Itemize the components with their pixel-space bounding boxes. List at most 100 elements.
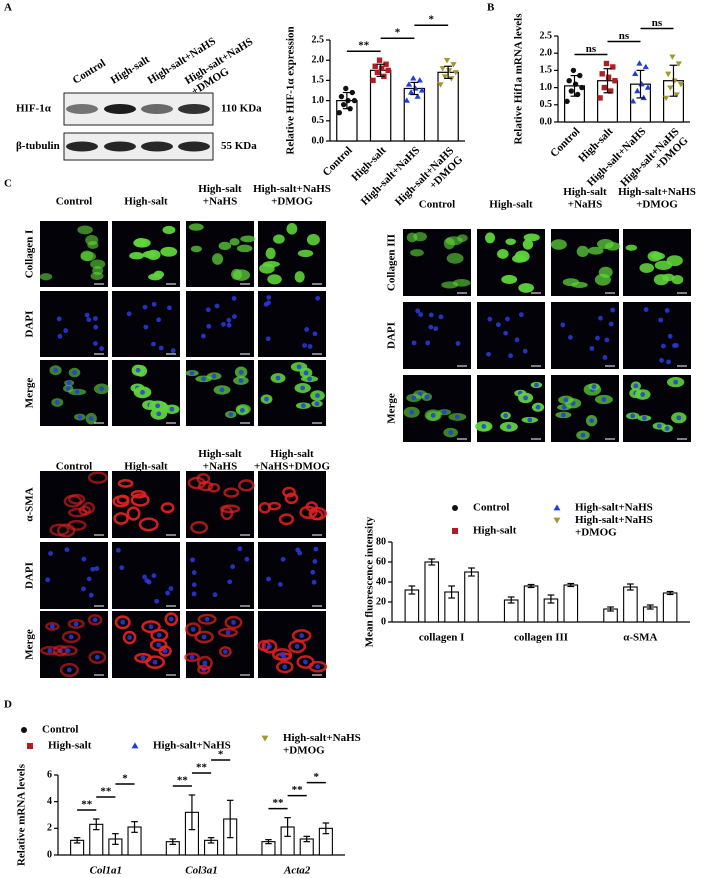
nucleus bbox=[151, 301, 157, 307]
y-tick-label: 0.5 bbox=[312, 115, 325, 126]
data-point bbox=[340, 101, 347, 108]
blot-size: 55 KDa bbox=[221, 140, 257, 152]
nucleus bbox=[219, 387, 225, 393]
nucleus bbox=[244, 556, 250, 562]
cell-stain bbox=[505, 238, 516, 245]
data-point bbox=[634, 87, 641, 94]
nucleus bbox=[72, 370, 77, 375]
cell-stain bbox=[224, 615, 243, 630]
nucleus bbox=[454, 414, 460, 420]
cell-stain bbox=[117, 479, 134, 488]
cell-stain bbox=[223, 487, 240, 498]
nucleus bbox=[266, 295, 272, 300]
y-tick-label: 80 bbox=[376, 536, 386, 547]
error-bar bbox=[666, 590, 674, 596]
nucleus bbox=[428, 324, 434, 330]
cell-stain bbox=[220, 504, 241, 514]
column-header: Control bbox=[419, 199, 455, 211]
nucleus bbox=[567, 335, 573, 340]
cell-stain bbox=[129, 252, 145, 260]
nucleus bbox=[93, 316, 98, 321]
error-bar bbox=[448, 585, 455, 599]
cell-stain bbox=[282, 486, 296, 498]
nucleus bbox=[90, 566, 96, 572]
nucleus bbox=[534, 382, 539, 388]
nucleus bbox=[280, 556, 286, 562]
y-axis-label: Relative HIF-1α expression bbox=[285, 26, 297, 154]
cell-stain bbox=[406, 232, 418, 243]
data-point bbox=[410, 75, 417, 81]
error-bar bbox=[112, 833, 119, 845]
blot-band bbox=[178, 141, 210, 152]
y-tick-label: 0 bbox=[47, 849, 52, 860]
cell-stain bbox=[238, 479, 255, 492]
y-tick-label: 2 bbox=[47, 823, 52, 834]
micrograph bbox=[258, 542, 326, 609]
cell-stain bbox=[497, 249, 509, 259]
data-point bbox=[374, 69, 381, 76]
significance-label: ** bbox=[292, 784, 304, 796]
cell-stain bbox=[63, 494, 83, 508]
cell-stain bbox=[39, 273, 53, 281]
data-point bbox=[612, 78, 618, 84]
nucleus bbox=[142, 304, 148, 310]
cell-stain bbox=[457, 234, 468, 242]
column-header: High-salt+NaHS+DMOG bbox=[254, 448, 331, 473]
cell-stain bbox=[236, 244, 253, 253]
blot-band bbox=[141, 104, 173, 114]
cell-stain bbox=[267, 501, 282, 511]
nucleus bbox=[225, 630, 231, 635]
nucleus bbox=[660, 343, 666, 349]
data-point bbox=[351, 97, 358, 104]
data-point bbox=[385, 67, 391, 73]
nucleus bbox=[93, 341, 98, 346]
nucleus bbox=[455, 341, 461, 346]
legend-marker bbox=[452, 505, 458, 511]
nucleus bbox=[204, 616, 210, 622]
nucleus bbox=[232, 314, 237, 319]
data-point bbox=[370, 77, 376, 84]
error-bar bbox=[207, 837, 215, 844]
nucleus bbox=[589, 418, 595, 424]
nucleus bbox=[168, 616, 174, 622]
nucleus bbox=[506, 424, 512, 430]
nucleus bbox=[266, 576, 271, 582]
error-bar bbox=[226, 799, 234, 839]
column-header: Control bbox=[56, 196, 92, 208]
x-tick-label: Col1a1 bbox=[90, 865, 122, 877]
legend-marker bbox=[261, 735, 269, 742]
nucleus bbox=[238, 378, 244, 384]
nucleus bbox=[168, 586, 174, 591]
micrograph bbox=[403, 302, 471, 369]
nucleus bbox=[81, 586, 86, 592]
nucleus bbox=[200, 333, 206, 339]
nucleus bbox=[673, 342, 679, 348]
nucleus bbox=[74, 389, 80, 395]
significance-label: ** bbox=[100, 786, 112, 798]
data-point bbox=[677, 82, 685, 88]
nucleus bbox=[589, 346, 595, 351]
nucleus bbox=[503, 330, 509, 336]
nucleus bbox=[226, 317, 232, 323]
cell-stain bbox=[112, 495, 130, 508]
cell-stain bbox=[114, 615, 131, 630]
cell-stain bbox=[138, 517, 159, 532]
blot-band bbox=[104, 104, 136, 114]
nucleus bbox=[535, 404, 541, 410]
data-point bbox=[564, 98, 570, 105]
row-label: Merge bbox=[386, 393, 398, 424]
panel-label: B bbox=[487, 2, 495, 14]
cell-stain bbox=[196, 473, 211, 485]
data-point bbox=[414, 93, 421, 99]
nucleus bbox=[608, 321, 614, 327]
nucleus bbox=[591, 384, 597, 390]
nucleus bbox=[307, 376, 312, 382]
cell-stain bbox=[523, 233, 540, 242]
nucleus bbox=[642, 415, 647, 421]
micrograph bbox=[186, 542, 254, 609]
error-bar bbox=[284, 817, 291, 837]
nucleus bbox=[411, 340, 417, 346]
error-bar bbox=[73, 837, 81, 844]
nucleus bbox=[560, 322, 566, 328]
cell-stain bbox=[45, 622, 60, 631]
